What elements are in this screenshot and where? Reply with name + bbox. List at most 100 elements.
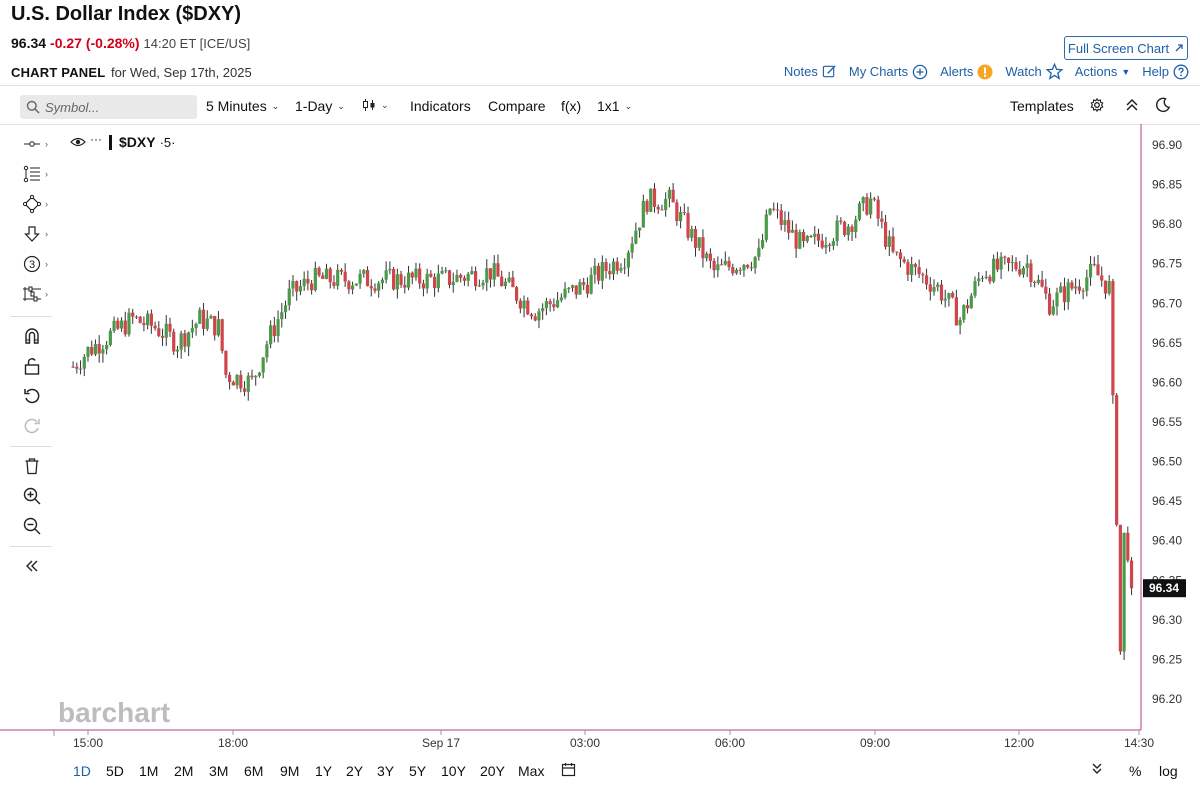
ohlc-bar <box>1033 280 1037 288</box>
legend-menu-dots[interactable]: ··· <box>90 132 102 146</box>
arrow-down-icon <box>24 226 40 242</box>
dark-mode-toggle[interactable] <box>1155 97 1171 113</box>
undo-button[interactable] <box>20 384 44 408</box>
magnet-tool-button[interactable] <box>20 324 44 348</box>
quote-line: 96.34 -0.27 (-0.28%) 14:20 ET [ICE/US] <box>11 35 250 51</box>
zoom-in-button[interactable] <box>20 484 44 508</box>
legend-symbol[interactable]: $DXY <box>119 134 156 150</box>
redo-button[interactable] <box>20 414 44 438</box>
interval-select[interactable]: 5 Minutes ⌄ <box>206 98 279 114</box>
price-chart[interactable]: barchart 96.90 96.85 96.80 96.75 96.70 96.65 96… <box>0 124 1200 764</box>
chart-panel-label: CHART PANEL <box>11 65 106 80</box>
range-1y[interactable]: 1Y <box>315 763 333 779</box>
percent-scale-toggle[interactable]: % <box>1129 763 1142 779</box>
chevron-right-icon[interactable]: › <box>45 289 48 299</box>
range-1m[interactable]: 1M <box>139 763 159 779</box>
collapse-tools-button[interactable] <box>20 554 44 578</box>
trash-icon <box>25 458 39 475</box>
ohlc-bar <box>764 209 768 243</box>
range-5d[interactable]: 5D <box>106 763 124 779</box>
collapse-bottom-button[interactable] <box>1091 762 1103 779</box>
collapse-toolbar-button[interactable] <box>1125 97 1139 113</box>
help-link[interactable]: Help <box>1142 64 1189 80</box>
my-charts-link[interactable]: My Charts <box>849 64 928 80</box>
ohlc-bar <box>1070 280 1074 291</box>
chart-type-select[interactable]: ⌄ <box>362 98 389 112</box>
time-tick-label: 12:00 <box>1004 736 1034 750</box>
shapes-tool-button[interactable] <box>20 192 44 216</box>
chart-canvas[interactable]: barchart 96.90 96.85 96.80 96.75 96.70 96.65 96… <box>0 124 1200 764</box>
fib-tool-button[interactable] <box>20 162 44 186</box>
ohlc-bar <box>675 199 679 226</box>
chevron-right-icon[interactable]: › <box>45 139 48 149</box>
price-tick-label: 96.70 <box>1152 296 1182 310</box>
ohlc-bar <box>712 258 716 278</box>
ohlc-bar <box>119 317 124 332</box>
chevron-right-icon[interactable]: › <box>45 199 48 209</box>
plus-circle-icon <box>912 64 928 79</box>
ohlc-bar <box>201 302 206 336</box>
period-select[interactable]: 1-Day ⌄ <box>295 98 345 114</box>
ohlc-bar <box>839 217 843 225</box>
log-scale-toggle[interactable]: log <box>1159 763 1178 779</box>
function-button[interactable]: f(x) <box>561 98 581 114</box>
chevron-right-icon[interactable]: › <box>45 259 48 269</box>
range-1d[interactable]: 1D <box>73 763 91 779</box>
ohlc-bar <box>187 331 191 357</box>
indicators-label: Indicators <box>410 98 471 114</box>
ohlc-bar <box>630 236 634 259</box>
ohlc-bar <box>924 268 929 290</box>
indicators-button[interactable]: Indicators <box>410 98 471 114</box>
lock-tool-button[interactable] <box>20 354 44 378</box>
undo-icon <box>24 388 40 404</box>
legend-interval: ·5· <box>159 134 176 150</box>
date-range-button[interactable] <box>561 762 576 780</box>
ohlc-bar <box>857 201 862 222</box>
ohlc-bar <box>686 206 690 241</box>
last-price-tag <box>1143 579 1186 598</box>
chevron-right-icon[interactable]: › <box>45 169 48 179</box>
notes-link[interactable]: Notes <box>784 64 837 79</box>
range-6m[interactable]: 6M <box>244 763 264 779</box>
alerts-link[interactable]: Alerts <box>940 64 993 80</box>
line-tool-button[interactable] <box>20 132 44 156</box>
symbol-input[interactable] <box>45 99 185 115</box>
ohlc-bar <box>90 340 94 356</box>
compare-button[interactable]: Compare <box>488 98 546 114</box>
range-2m[interactable]: 2M <box>174 763 194 779</box>
ohlc-bar <box>108 328 112 347</box>
ohlc-bar <box>626 250 631 277</box>
ohlc-bar <box>134 315 139 319</box>
actions-menu[interactable]: Actions ▼ <box>1075 64 1131 79</box>
arrow-tool-button[interactable] <box>20 222 44 246</box>
layout-select[interactable]: 1x1 ⌄ <box>597 98 632 114</box>
range-3m[interactable]: 3M <box>209 763 229 779</box>
settings-button[interactable] <box>1089 97 1105 113</box>
ohlc-bar <box>913 262 917 276</box>
range-10y[interactable]: 10Y <box>441 763 466 779</box>
range-max[interactable]: Max <box>518 763 545 779</box>
ohlc-bar <box>362 269 366 278</box>
ohlc-bar <box>1018 260 1022 277</box>
ohlc-bar <box>723 251 727 266</box>
symbol-search[interactable] <box>20 95 197 119</box>
delete-drawings-button[interactable] <box>20 454 44 478</box>
range-5y[interactable]: 5Y <box>409 763 427 779</box>
full-screen-chart-button[interactable]: Full Screen Chart <box>1064 36 1188 60</box>
range-2y[interactable]: 2Y <box>346 763 364 779</box>
watch-link[interactable]: Watch <box>1005 63 1063 80</box>
eye-icon[interactable] <box>70 136 86 148</box>
ohlc-bar <box>854 215 858 239</box>
ohlc-bar <box>917 259 921 279</box>
ohlc-bar <box>850 224 854 241</box>
ohlc-bar <box>954 289 958 326</box>
measure-tool-button[interactable] <box>20 282 44 306</box>
range-3y[interactable]: 3Y <box>377 763 395 779</box>
ohlc-bar <box>969 293 973 309</box>
count-tool-button[interactable]: 3 <box>20 252 44 276</box>
range-9m[interactable]: 9M <box>280 763 300 779</box>
templates-button[interactable]: Templates <box>1010 98 1074 114</box>
zoom-out-button[interactable] <box>20 514 44 538</box>
range-20y[interactable]: 20Y <box>480 763 505 779</box>
chevron-right-icon[interactable]: › <box>45 229 48 239</box>
